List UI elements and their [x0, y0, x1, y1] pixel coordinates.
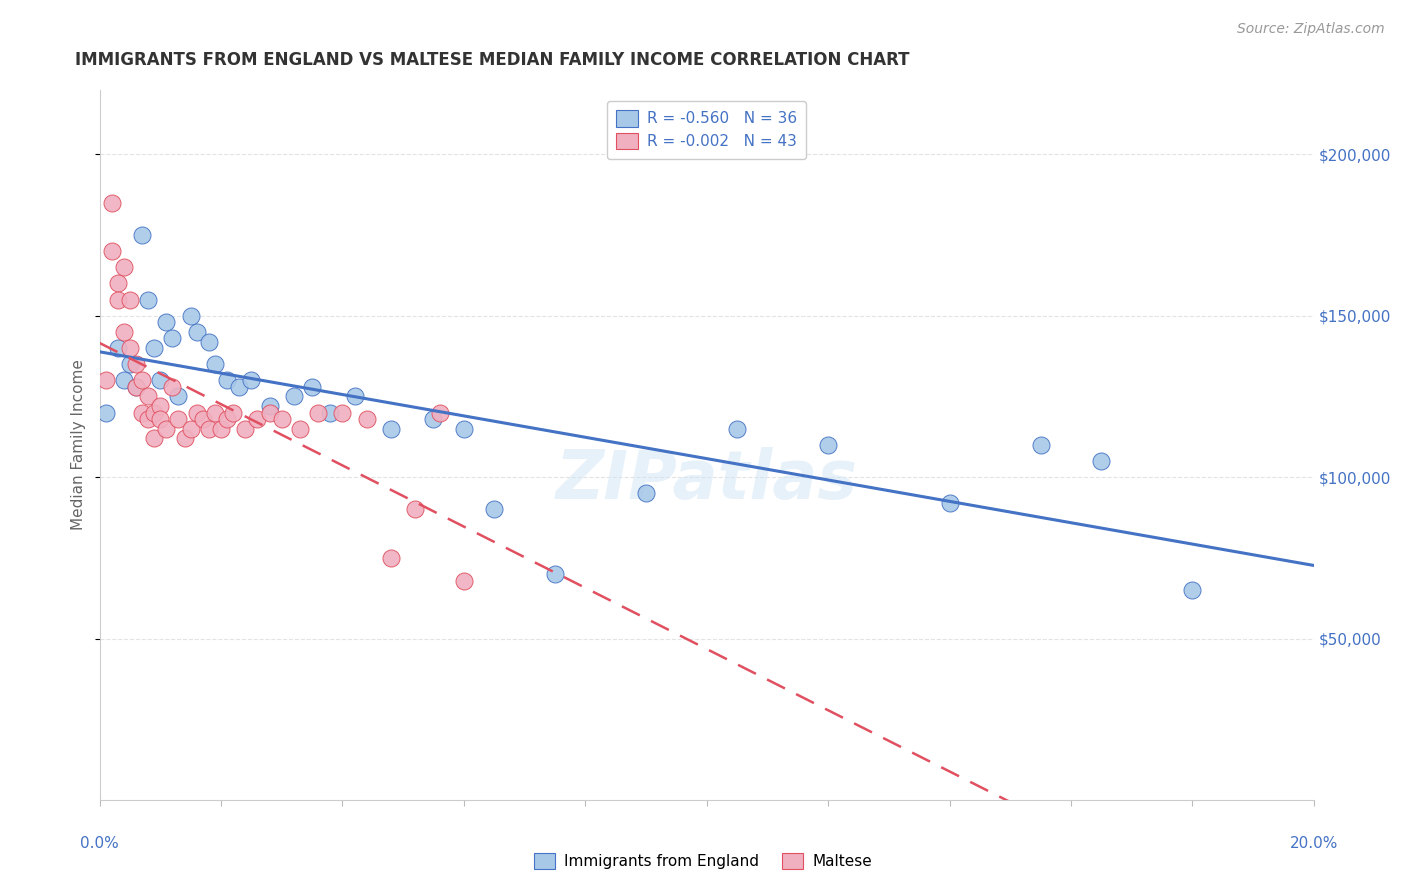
- Point: [112, 373, 135, 387]
- Point: [167, 389, 190, 403]
- Point: [118, 293, 141, 307]
- Point: [343, 389, 366, 403]
- Point: [149, 373, 172, 387]
- Point: [259, 399, 281, 413]
- Point: [125, 380, 148, 394]
- Point: [186, 406, 208, 420]
- Point: [332, 406, 354, 420]
- Point: [94, 406, 117, 420]
- Point: [817, 438, 839, 452]
- Point: [380, 422, 402, 436]
- Point: [198, 422, 221, 436]
- Point: [143, 432, 166, 446]
- Point: [143, 406, 166, 420]
- Point: [107, 341, 129, 355]
- Point: [107, 293, 129, 307]
- Point: [482, 502, 505, 516]
- Point: [136, 293, 159, 307]
- Point: [167, 412, 190, 426]
- Legend: R = -0.560   N = 36, R = -0.002   N = 43: R = -0.560 N = 36, R = -0.002 N = 43: [607, 101, 806, 159]
- Point: [215, 412, 238, 426]
- Point: [136, 389, 159, 403]
- Point: [125, 357, 148, 371]
- Point: [204, 357, 226, 371]
- Point: [149, 412, 172, 426]
- Y-axis label: Median Family Income: Median Family Income: [72, 359, 86, 531]
- Point: [180, 309, 202, 323]
- Point: [125, 380, 148, 394]
- Point: [453, 574, 475, 588]
- Point: [155, 315, 177, 329]
- Point: [131, 406, 153, 420]
- Point: [307, 406, 329, 420]
- Point: [725, 422, 748, 436]
- Text: 0.0%: 0.0%: [80, 836, 120, 851]
- Point: [246, 412, 269, 426]
- Point: [180, 422, 202, 436]
- Point: [173, 432, 195, 446]
- Point: [356, 412, 378, 426]
- Point: [288, 422, 311, 436]
- Point: [270, 412, 292, 426]
- Point: [404, 502, 426, 516]
- Point: [259, 406, 281, 420]
- Point: [233, 422, 256, 436]
- Point: [422, 412, 444, 426]
- Point: [380, 550, 402, 565]
- Point: [222, 406, 245, 420]
- Point: [149, 399, 172, 413]
- Point: [112, 260, 135, 275]
- Point: [118, 357, 141, 371]
- Point: [198, 334, 221, 349]
- Text: 20.0%: 20.0%: [1289, 836, 1339, 851]
- Point: [112, 325, 135, 339]
- Point: [131, 227, 153, 242]
- Point: [136, 412, 159, 426]
- Point: [107, 277, 129, 291]
- Point: [204, 406, 226, 420]
- Point: [162, 380, 184, 394]
- Point: [319, 406, 342, 420]
- Point: [240, 373, 263, 387]
- Point: [544, 567, 567, 582]
- Point: [283, 389, 305, 403]
- Point: [1181, 583, 1204, 598]
- Point: [186, 325, 208, 339]
- Point: [100, 195, 122, 210]
- Point: [162, 331, 184, 345]
- Point: [118, 341, 141, 355]
- Point: [191, 412, 214, 426]
- Legend: Immigrants from England, Maltese: Immigrants from England, Maltese: [527, 847, 879, 875]
- Point: [453, 422, 475, 436]
- Point: [155, 422, 177, 436]
- Text: Source: ZipAtlas.com: Source: ZipAtlas.com: [1237, 22, 1385, 37]
- Point: [131, 373, 153, 387]
- Point: [301, 380, 323, 394]
- Point: [94, 373, 117, 387]
- Point: [143, 341, 166, 355]
- Text: ZIPatlas: ZIPatlas: [555, 448, 858, 514]
- Text: IMMIGRANTS FROM ENGLAND VS MALTESE MEDIAN FAMILY INCOME CORRELATION CHART: IMMIGRANTS FROM ENGLAND VS MALTESE MEDIA…: [76, 51, 910, 69]
- Point: [1029, 438, 1052, 452]
- Point: [228, 380, 250, 394]
- Point: [634, 486, 657, 500]
- Point: [209, 422, 232, 436]
- Point: [1090, 454, 1112, 468]
- Point: [429, 406, 451, 420]
- Point: [938, 496, 960, 510]
- Point: [215, 373, 238, 387]
- Point: [100, 244, 122, 259]
